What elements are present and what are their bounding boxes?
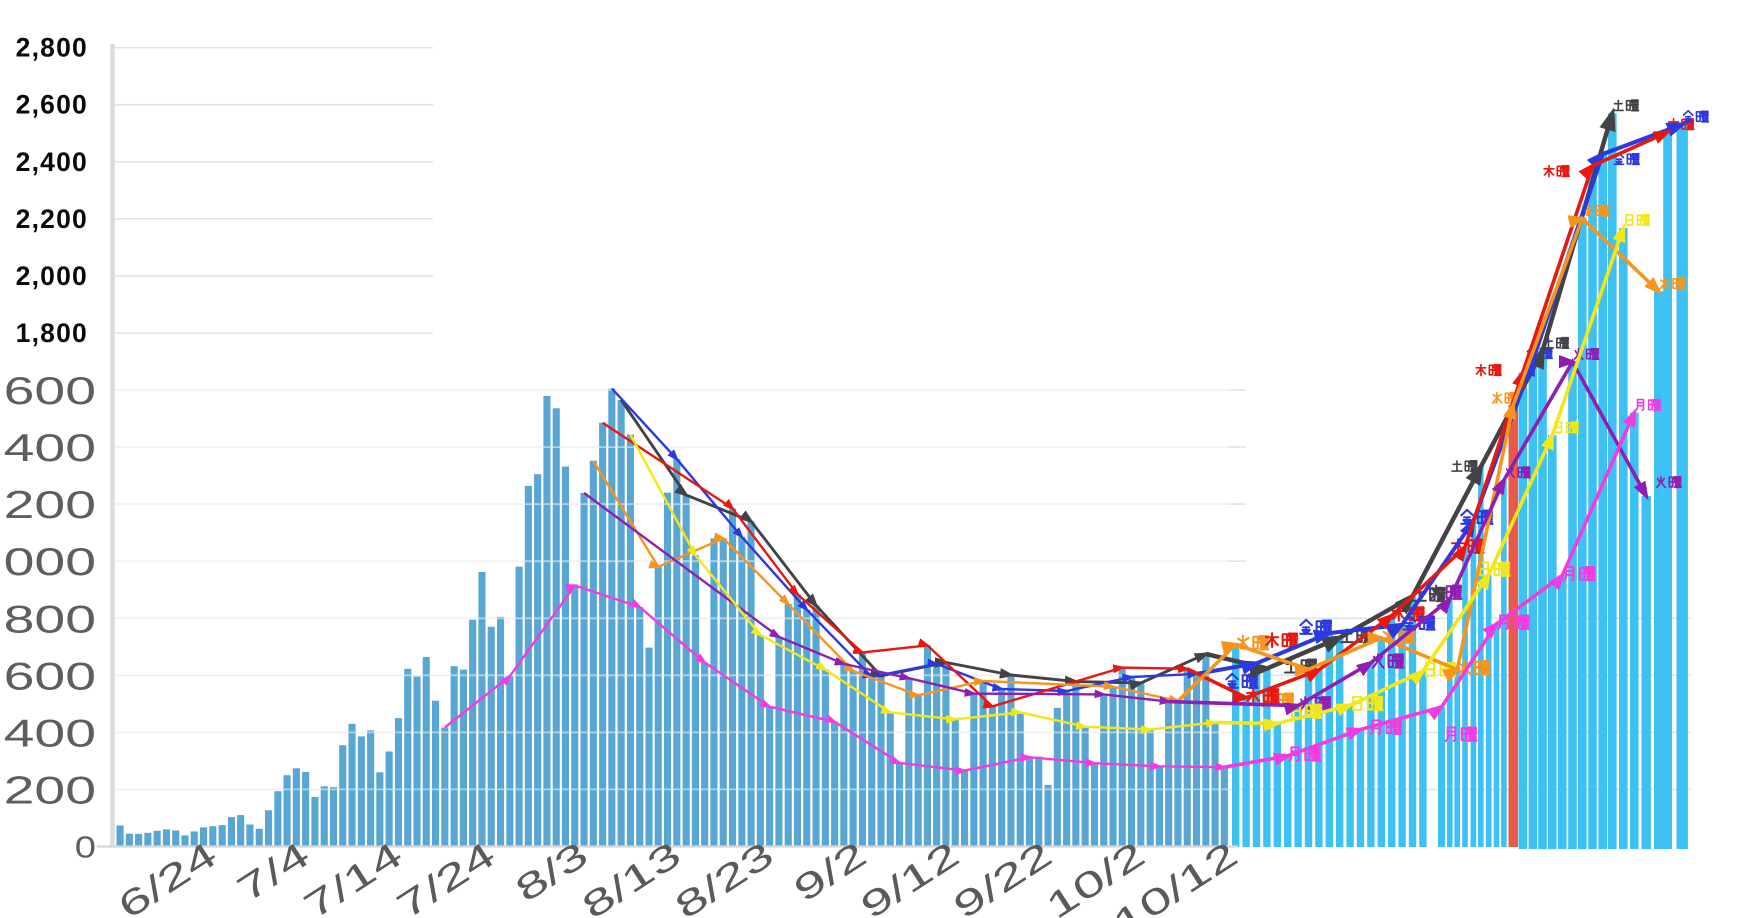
svg-text:800: 800 bbox=[4, 598, 96, 641]
svg-text:400: 400 bbox=[4, 712, 96, 755]
svg-text:1,800: 1,800 bbox=[16, 318, 88, 348]
svg-text:0: 0 bbox=[75, 831, 96, 865]
svg-text:000: 000 bbox=[4, 541, 96, 584]
svg-text:2,200: 2,200 bbox=[16, 204, 88, 234]
svg-text:200: 200 bbox=[4, 484, 96, 527]
svg-text:2,600: 2,600 bbox=[16, 90, 88, 120]
svg-text:200: 200 bbox=[4, 769, 96, 812]
svg-text:2,800: 2,800 bbox=[16, 33, 88, 63]
svg-text:600: 600 bbox=[4, 370, 96, 413]
svg-text:600: 600 bbox=[4, 655, 96, 698]
svg-text:2,400: 2,400 bbox=[16, 147, 88, 177]
svg-text:400: 400 bbox=[4, 427, 96, 470]
svg-text:2,000: 2,000 bbox=[16, 261, 88, 291]
